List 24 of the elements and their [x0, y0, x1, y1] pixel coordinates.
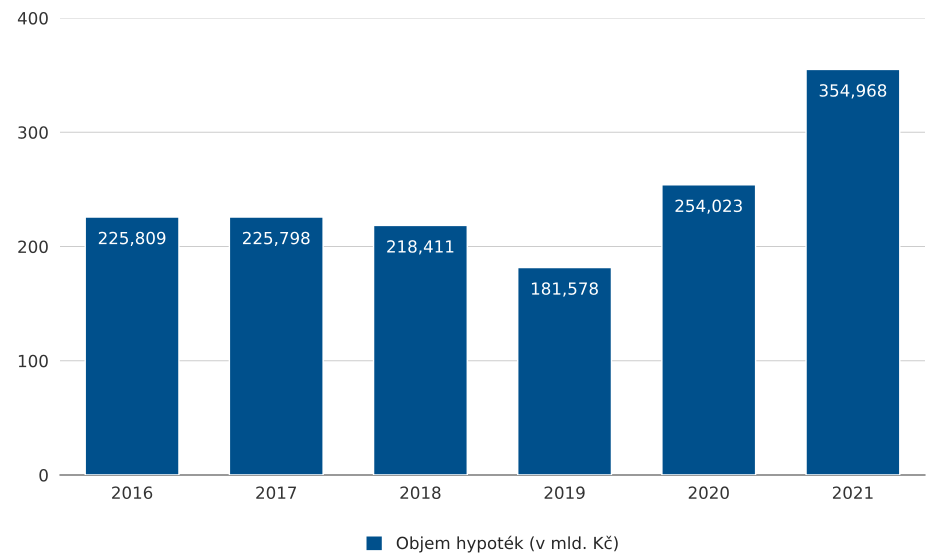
x-tick-label: 2016 — [112, 486, 152, 500]
y-tick-label: 0 — [39, 468, 48, 482]
bar — [84, 216, 180, 475]
x-tick-label: 2020 — [688, 486, 729, 500]
bar — [805, 68, 900, 475]
bar — [661, 184, 756, 475]
x-tick-label: 2017 — [256, 486, 296, 500]
bar — [517, 266, 612, 475]
y-tick-label: 400 — [18, 12, 48, 25]
text: 254,023 — [676, 200, 742, 214]
bar — [372, 224, 468, 475]
text: 181,578 — [532, 282, 598, 297]
y-tick-label: 200 — [18, 240, 48, 254]
x-tick-label: 2019 — [544, 486, 585, 500]
x-tick-label: 2018 — [400, 486, 440, 500]
y-tick-label: 300 — [18, 126, 48, 139]
text: 225,809 — [98, 232, 166, 246]
bar — [228, 216, 324, 475]
y-tick-label: 100 — [18, 354, 48, 368]
legend-label: Objem hypoték (v mld. Kč) — [396, 536, 618, 552]
text: 225,798 — [243, 232, 310, 246]
x-tick-label: 2021 — [832, 486, 873, 500]
text: 218,411 — [387, 240, 454, 254]
text: 354,968 — [820, 84, 886, 98]
